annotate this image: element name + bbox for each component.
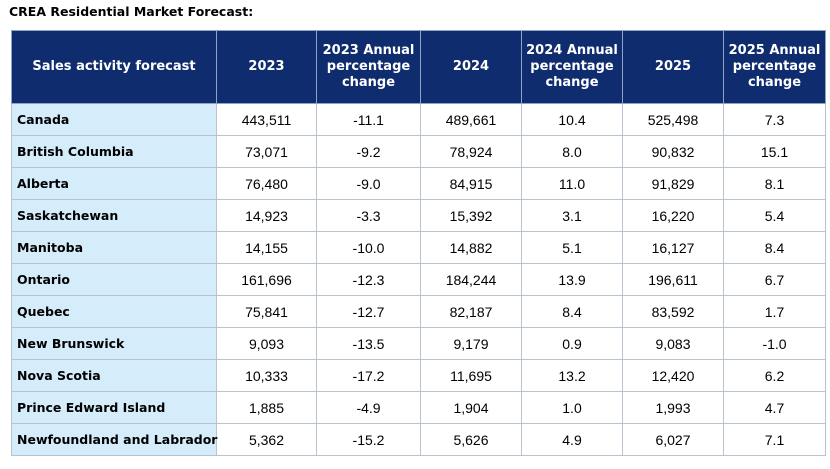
province-cell: Quebec: [11, 295, 217, 328]
table-cell: 184,244: [420, 263, 522, 296]
table-cell: -3.3: [316, 199, 421, 232]
province-cell: Canada: [11, 103, 217, 136]
table-cell: 489,661: [420, 103, 522, 136]
province-cell: New Brunswick: [11, 327, 217, 360]
table-cell: 84,915: [420, 167, 522, 200]
table-row: Quebec 75,841 -12.7 82,187 8.4 83,592 1.…: [11, 295, 826, 328]
table-cell: 73,071: [216, 135, 317, 168]
table-cell: 91,829: [622, 167, 724, 200]
table-cell: -13.5: [316, 327, 421, 360]
column-header: 2023 Annual percentage change: [316, 30, 421, 104]
table-cell: 15.1: [723, 135, 826, 168]
column-header: 2024: [420, 30, 522, 104]
table-row: New Brunswick 9,093 -13.5 9,179 0.9 9,08…: [11, 327, 826, 360]
table-cell: 5.4: [723, 199, 826, 232]
table-cell: 11,695: [420, 359, 522, 392]
table-row: Newfoundland and Labrador 5,362 -15.2 5,…: [11, 423, 826, 456]
province-cell: Newfoundland and Labrador: [11, 423, 217, 456]
table-row: Saskatchewan 14,923 -3.3 15,392 3.1 16,2…: [11, 199, 826, 232]
table-cell: 9,083: [622, 327, 724, 360]
table-cell: 525,498: [622, 103, 724, 136]
table-cell: 13.2: [521, 359, 623, 392]
table-cell: 10,333: [216, 359, 317, 392]
column-header: 2023: [216, 30, 317, 104]
table-cell: 6,027: [622, 423, 724, 456]
table-cell: 8.4: [723, 231, 826, 264]
forecast-table: Sales activity forecast 2023 2023 Annual…: [11, 30, 826, 456]
table-cell: 4.7: [723, 391, 826, 424]
table-cell: -10.0: [316, 231, 421, 264]
table-cell: 14,155: [216, 231, 317, 264]
table-cell: 82,187: [420, 295, 522, 328]
table-cell: 14,923: [216, 199, 317, 232]
province-cell: Manitoba: [11, 231, 217, 264]
table-row: Manitoba 14,155 -10.0 14,882 5.1 16,127 …: [11, 231, 826, 264]
table-cell: 4.9: [521, 423, 623, 456]
table-cell: 76,480: [216, 167, 317, 200]
column-header: 2024 Annual percentage change: [521, 30, 623, 104]
table-cell: 1.7: [723, 295, 826, 328]
table-cell: 1,904: [420, 391, 522, 424]
table-cell: 1,885: [216, 391, 317, 424]
table-cell: -9.0: [316, 167, 421, 200]
column-header: 2025: [622, 30, 724, 104]
province-cell: Prince Edward Island: [11, 391, 217, 424]
table-cell: 78,924: [420, 135, 522, 168]
table-row: Alberta 76,480 -9.0 84,915 11.0 91,829 8…: [11, 167, 826, 200]
table-cell: 6.2: [723, 359, 826, 392]
table-cell: 196,611: [622, 263, 724, 296]
table-cell: 12,420: [622, 359, 724, 392]
table-cell: 5.1: [521, 231, 623, 264]
table-cell: 3.1: [521, 199, 623, 232]
table-cell: -17.2: [316, 359, 421, 392]
page-title: CREA Residential Market Forecast:: [9, 4, 254, 19]
table-cell: 5,362: [216, 423, 317, 456]
table-cell: -12.7: [316, 295, 421, 328]
table-cell: -12.3: [316, 263, 421, 296]
table-row: Canada 443,511 -11.1 489,661 10.4 525,49…: [11, 103, 826, 136]
table-cell: 8.0: [521, 135, 623, 168]
table-cell: 83,592: [622, 295, 724, 328]
table-cell: 7.3: [723, 103, 826, 136]
table-row: Ontario 161,696 -12.3 184,244 13.9 196,6…: [11, 263, 826, 296]
province-cell: Alberta: [11, 167, 217, 200]
table-cell: 1,993: [622, 391, 724, 424]
header-row: Sales activity forecast 2023 2023 Annual…: [11, 30, 826, 104]
table-cell: 5,626: [420, 423, 522, 456]
table-cell: 9,179: [420, 327, 522, 360]
table-cell: -9.2: [316, 135, 421, 168]
table-row: Prince Edward Island 1,885 -4.9 1,904 1.…: [11, 391, 826, 424]
table-cell: -1.0: [723, 327, 826, 360]
province-cell: Nova Scotia: [11, 359, 217, 392]
column-header: 2025 Annual percentage change: [723, 30, 826, 104]
table-cell: 8.4: [521, 295, 623, 328]
table-cell: -15.2: [316, 423, 421, 456]
table-cell: 75,841: [216, 295, 317, 328]
table-cell: 14,882: [420, 231, 522, 264]
province-cell: Saskatchewan: [11, 199, 217, 232]
province-cell: Ontario: [11, 263, 217, 296]
table-cell: 161,696: [216, 263, 317, 296]
column-header: Sales activity forecast: [11, 30, 217, 104]
table-cell: 11.0: [521, 167, 623, 200]
table-cell: 7.1: [723, 423, 826, 456]
table-cell: 1.0: [521, 391, 623, 424]
table-cell: 0.9: [521, 327, 623, 360]
table-row: British Columbia 73,071 -9.2 78,924 8.0 …: [11, 135, 826, 168]
table-cell: -4.9: [316, 391, 421, 424]
table-cell: 16,127: [622, 231, 724, 264]
table-cell: 90,832: [622, 135, 724, 168]
table-cell: 6.7: [723, 263, 826, 296]
table-cell: 9,093: [216, 327, 317, 360]
province-cell: British Columbia: [11, 135, 217, 168]
table-cell: 8.1: [723, 167, 826, 200]
table-cell: 13.9: [521, 263, 623, 296]
table-cell: 16,220: [622, 199, 724, 232]
table-cell: -11.1: [316, 103, 421, 136]
table-cell: 15,392: [420, 199, 522, 232]
table-cell: 10.4: [521, 103, 623, 136]
table-row: Nova Scotia 10,333 -17.2 11,695 13.2 12,…: [11, 359, 826, 392]
table-cell: 443,511: [216, 103, 317, 136]
